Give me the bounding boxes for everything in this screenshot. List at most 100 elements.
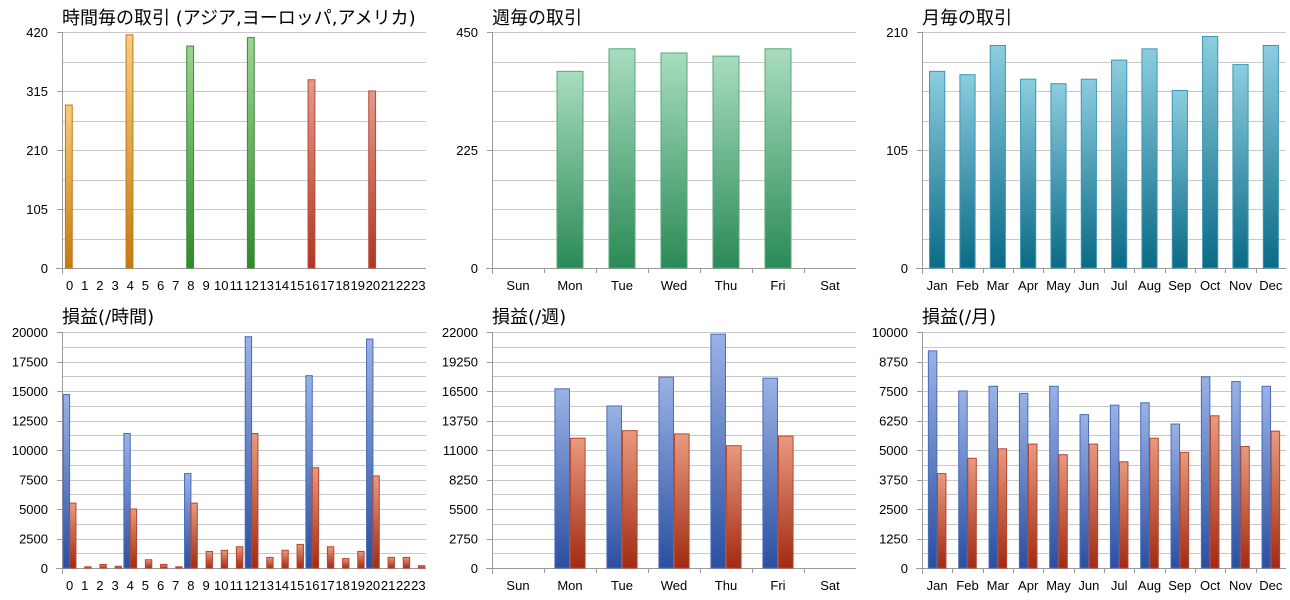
bar	[1232, 64, 1249, 269]
chart-title: 月毎の取引	[922, 8, 1012, 29]
x-tick-label: 17	[320, 278, 334, 293]
bar	[1231, 381, 1241, 569]
bar	[235, 546, 244, 569]
y-tick-label: 7500	[19, 473, 48, 488]
y-tick-label: 105	[26, 202, 48, 217]
x-tick-label: Feb	[956, 578, 978, 593]
y-tick-label: 10000	[872, 325, 908, 340]
x-tick-label: 12	[244, 278, 258, 293]
chart-monthly-trades: 0 105 210 Jan Feb Mar Apr May Jun Jul Aug Sep Oct Nov…	[886, 25, 1286, 293]
bar	[1262, 44, 1279, 269]
y-tick-label: 7500	[879, 384, 908, 399]
x-tick-label: 18	[335, 278, 349, 293]
bar	[556, 70, 584, 269]
x-tick-label: Sun	[506, 578, 529, 593]
x-tick-label: Sat	[820, 578, 840, 593]
x-tick-label: Wed	[661, 578, 688, 593]
bar	[84, 566, 92, 569]
x-tick-label: 4	[127, 278, 134, 293]
x-tick-label: 3	[111, 578, 118, 593]
y-tick-label: 0	[901, 261, 908, 276]
bar	[726, 445, 742, 569]
x-tick-label: 2	[96, 578, 103, 593]
x-tick-label: 8	[187, 278, 194, 293]
bar	[1240, 445, 1250, 569]
bar	[1109, 404, 1120, 569]
bar	[125, 34, 134, 269]
x-tick-label: 22	[396, 578, 410, 593]
x-tick-label: 9	[202, 278, 209, 293]
x-tick-label: Apr	[1018, 578, 1039, 593]
y-tick-label: 19250	[442, 355, 478, 370]
x-tick-label: 12	[244, 578, 258, 593]
bar	[326, 546, 335, 569]
bar	[764, 48, 792, 269]
bar	[184, 473, 192, 569]
x-tick-label: 3	[111, 278, 118, 293]
chart-title: 損益(/月)	[922, 307, 997, 328]
bar	[246, 37, 255, 269]
bar	[220, 549, 229, 569]
bar	[305, 375, 313, 569]
bar	[1050, 83, 1067, 269]
bar	[959, 74, 976, 269]
bar	[958, 390, 968, 569]
x-tick-label: 17	[320, 578, 334, 593]
x-tick-label: Mon	[557, 578, 582, 593]
y-tick-label: 0	[901, 561, 908, 576]
bar	[570, 437, 586, 569]
bar	[1088, 443, 1099, 569]
y-tick-label: 0	[471, 261, 478, 276]
bar	[1018, 392, 1029, 569]
y-tick-label: 17500	[12, 355, 48, 370]
y-tick-label: 2750	[449, 532, 478, 547]
bar	[281, 549, 289, 569]
x-tick-label: 0	[66, 578, 73, 593]
x-tick-label: Thu	[715, 578, 737, 593]
x-tick-label: Mar	[987, 278, 1010, 293]
x-tick-label: Dec	[1259, 278, 1283, 293]
bar	[967, 457, 977, 569]
x-tick-label: Feb	[956, 278, 978, 293]
bar	[1118, 461, 1129, 569]
y-tick-label: 315	[26, 84, 48, 99]
y-tick-label: 0	[41, 561, 48, 576]
bar	[1140, 402, 1150, 569]
y-tick-label: 5500	[449, 502, 478, 517]
x-tick-label: 1	[81, 278, 88, 293]
x-tick-label: 16	[305, 278, 319, 293]
y-tick-label: 225	[456, 143, 478, 158]
x-tick-label: 5	[142, 578, 149, 593]
x-tick-label: 6	[157, 278, 164, 293]
bar	[186, 45, 195, 269]
bar	[606, 405, 622, 569]
x-tick-label: 11	[230, 578, 244, 593]
x-tick-label: 23	[411, 278, 425, 293]
x-tick-label: May	[1046, 578, 1071, 593]
bar	[1209, 415, 1220, 569]
x-tick-label: Mar	[987, 578, 1010, 593]
bar	[989, 44, 1006, 269]
y-tick-label: 15000	[12, 384, 48, 399]
y-tick-label: 420	[26, 25, 48, 40]
bar	[357, 550, 365, 569]
bar	[129, 508, 138, 569]
x-tick-label: 20	[366, 578, 380, 593]
bar	[710, 333, 726, 569]
bar	[307, 79, 316, 269]
bar	[175, 566, 183, 569]
chart-weekly-trades: 0 225 450 Sun Mon Tue Wed Thu Fri Sat	[456, 25, 856, 293]
bar	[554, 388, 570, 569]
x-tick-label: 10	[214, 578, 228, 593]
bar	[1261, 385, 1272, 569]
bar	[311, 467, 320, 569]
x-tick-label: 7	[172, 278, 179, 293]
bar	[1170, 423, 1181, 569]
x-tick-label: 19	[351, 278, 365, 293]
bar	[402, 556, 411, 569]
bar	[1080, 78, 1097, 269]
bar	[929, 70, 946, 269]
x-tick-label: 15	[290, 578, 304, 593]
panel-hourly-pnl: 損益(/時間) 0 2500 5000 7500 10000 12500 15000 1750…	[0, 300, 430, 600]
